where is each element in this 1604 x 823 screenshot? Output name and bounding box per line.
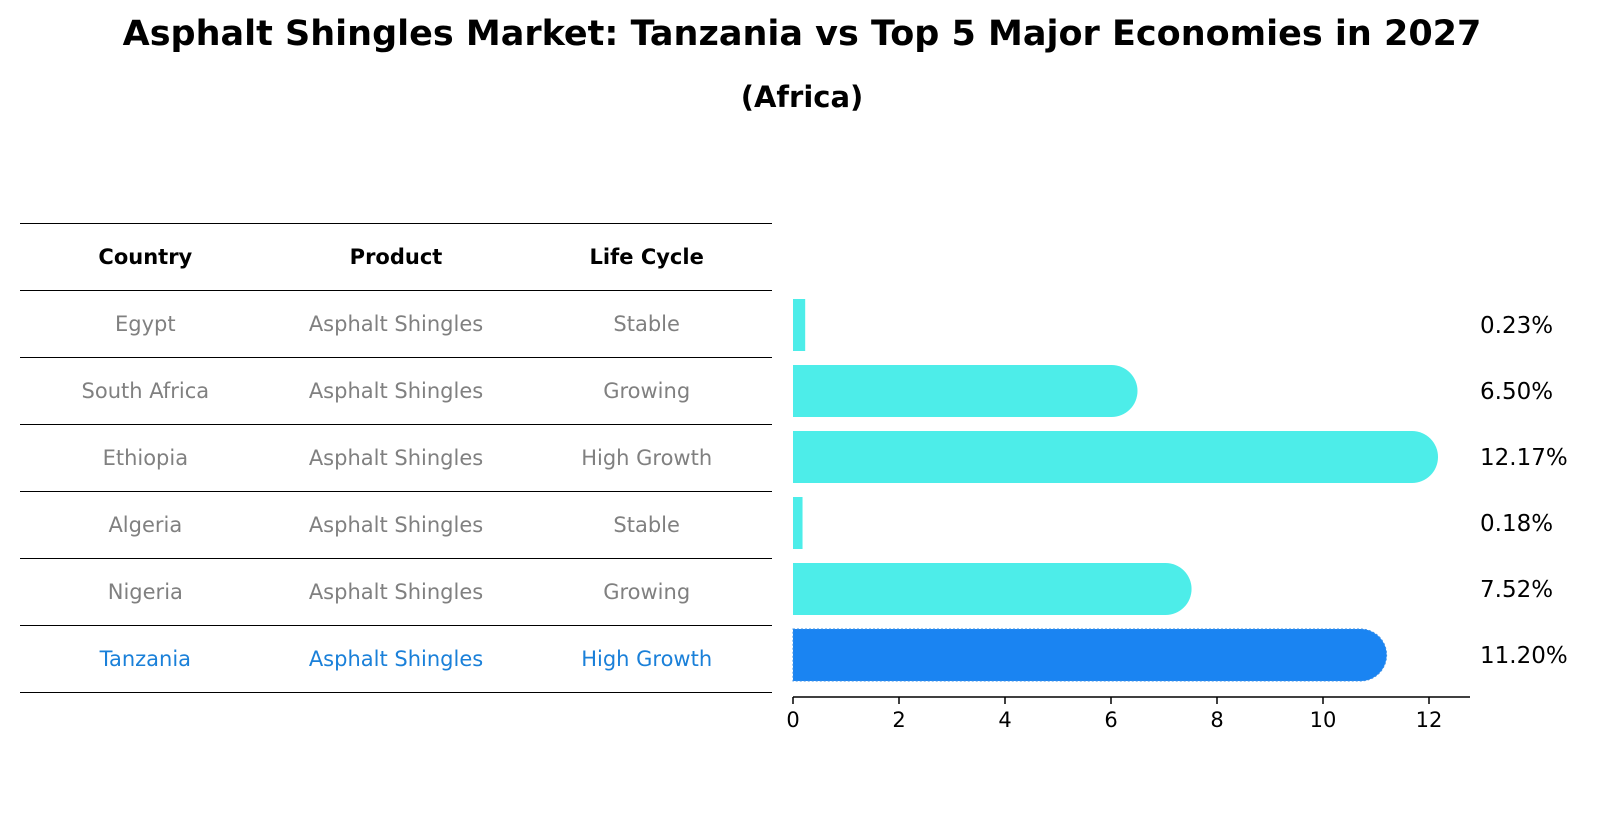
value-label: 6.50%: [1480, 379, 1553, 405]
bar-algeria: [793, 497, 803, 549]
x-tick-label: 2: [892, 708, 905, 732]
table-row: Egypt Asphalt Shingles Stable: [20, 290, 772, 357]
cell-life-cycle: Growing: [603, 580, 691, 604]
chart-title: Asphalt Shingles Market: Tanzania vs Top…: [122, 14, 1482, 54]
table-row-highlighted: Tanzania Asphalt Shingles High Growth: [20, 625, 772, 693]
x-tick-label: 10: [1310, 708, 1337, 732]
cell-life-cycle: High Growth: [581, 647, 713, 671]
header-life-cycle: Life Cycle: [589, 245, 704, 269]
table-row: Ethiopia Asphalt Shingles High Growth: [20, 424, 772, 491]
chart-subtitle: (Africa): [740, 80, 864, 114]
value-label: 0.23%: [1480, 313, 1553, 339]
x-tick-label: 0: [786, 708, 799, 732]
x-tick-label: 8: [1210, 708, 1223, 732]
x-tick-label: 12: [1416, 708, 1443, 732]
cell-country: Tanzania: [99, 647, 192, 671]
cell-product: Asphalt Shingles: [308, 446, 484, 470]
value-label: 7.52%: [1480, 577, 1553, 603]
value-label: 11.20%: [1480, 643, 1568, 669]
cell-country: Algeria: [108, 513, 183, 537]
bar-tanzania: [792, 628, 1388, 682]
header-product: Product: [349, 245, 443, 269]
cell-life-cycle: Growing: [603, 379, 691, 403]
cell-product: Asphalt Shingles: [308, 379, 484, 403]
cell-life-cycle: High Growth: [581, 446, 713, 470]
cell-country: Ethiopia: [102, 446, 189, 470]
cell-product: Asphalt Shingles: [308, 513, 484, 537]
bar-nigeria: [793, 563, 1192, 615]
table-row: Algeria Asphalt Shingles Stable: [20, 491, 772, 558]
bar-egypt: [793, 299, 806, 351]
cell-country: Egypt: [115, 312, 176, 336]
x-tick-label: 6: [1104, 708, 1117, 732]
cell-country: Nigeria: [107, 580, 183, 604]
cell-country: South Africa: [81, 379, 210, 403]
x-tick-label: 4: [998, 708, 1011, 732]
cell-life-cycle: Stable: [613, 513, 680, 537]
cell-product: Asphalt Shingles: [308, 647, 484, 671]
bar-ethiopia: [793, 431, 1439, 483]
value-label: 0.18%: [1480, 511, 1553, 537]
table-row: Nigeria Asphalt Shingles Growing: [20, 558, 772, 625]
table-row: South Africa Asphalt Shingles Growing: [20, 357, 772, 424]
table-header-row: Country Product Life Cycle: [20, 223, 772, 290]
bar-south-africa: [793, 365, 1138, 417]
cell-product: Asphalt Shingles: [308, 312, 484, 336]
value-label: 12.17%: [1480, 445, 1568, 471]
cell-product: Asphalt Shingles: [308, 580, 484, 604]
cell-life-cycle: Stable: [613, 312, 680, 336]
header-country: Country: [98, 245, 193, 269]
data-table: Country Product Life Cycle Egypt Asphalt…: [20, 223, 772, 693]
